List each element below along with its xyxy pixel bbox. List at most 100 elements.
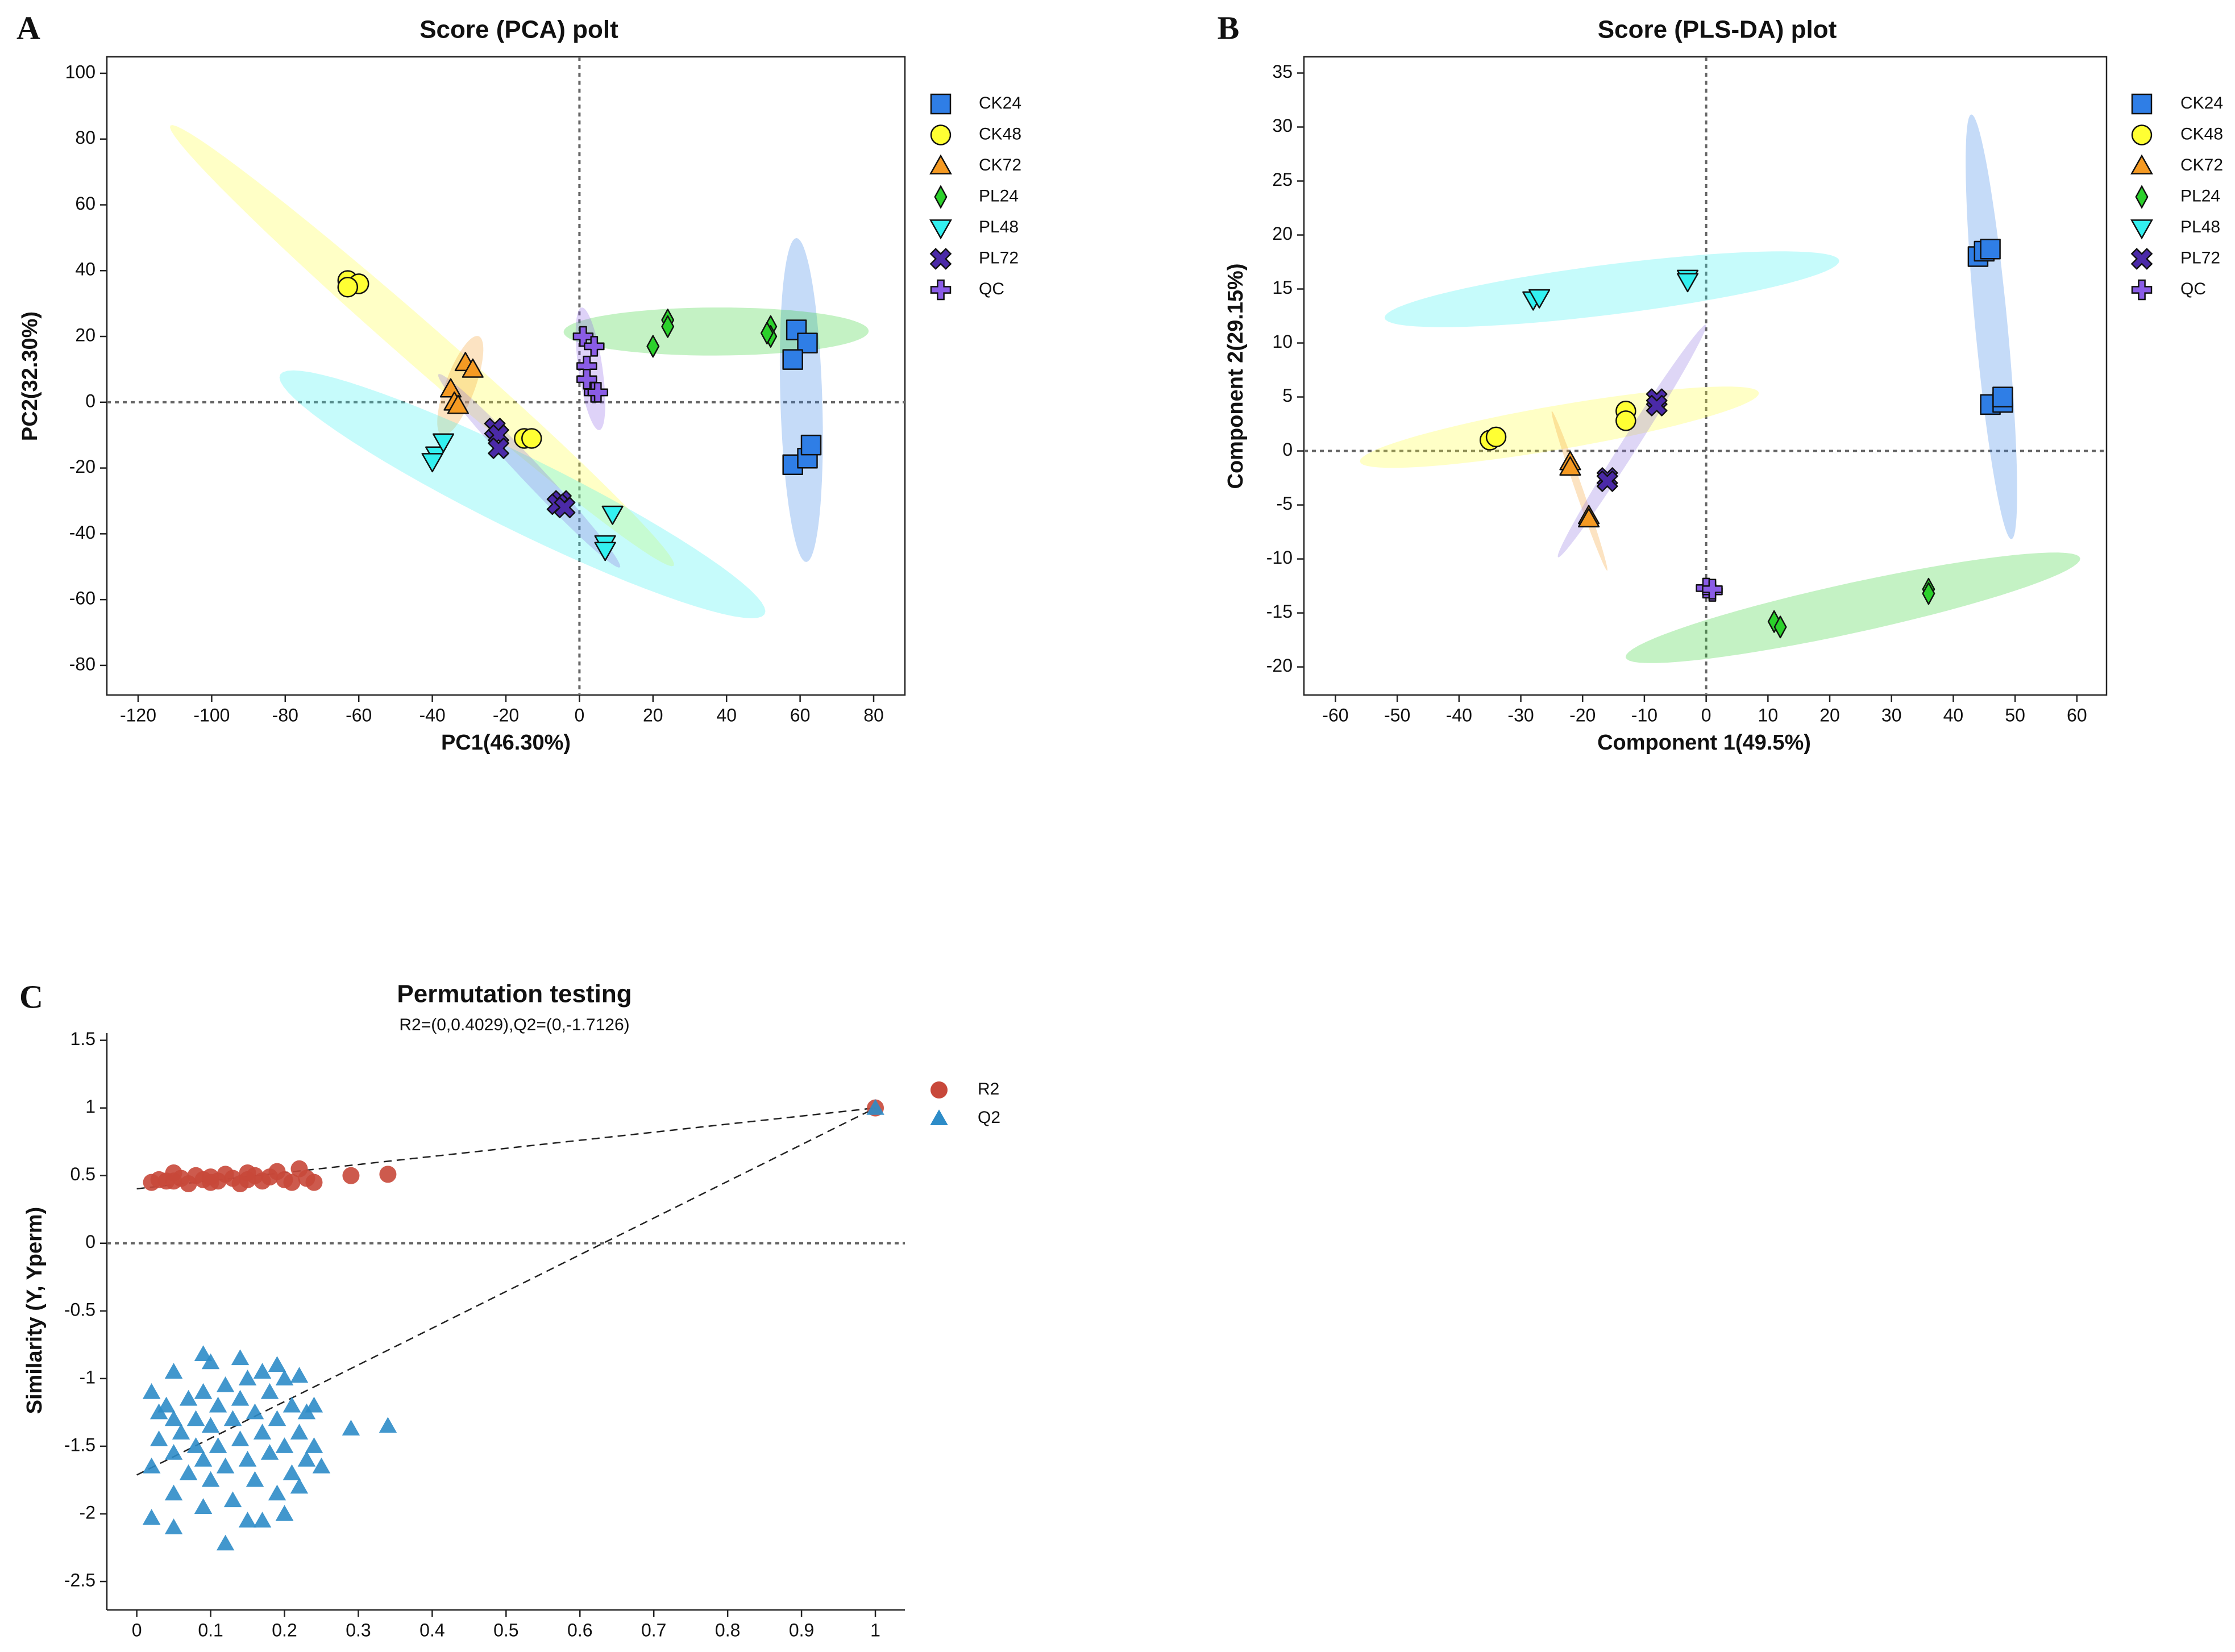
confidence-ellipse — [1551, 411, 1607, 571]
data-point — [164, 1444, 183, 1460]
y-tick-label: 0 — [1282, 439, 1293, 460]
y-axis-label: Similarity (Y, Yperm) — [23, 1207, 47, 1414]
x-axis-label: Component 1(49.5%) — [1597, 731, 1811, 755]
chart-title: Score (PCA) polt — [419, 16, 618, 44]
data-point — [290, 1424, 309, 1440]
data-point — [231, 1349, 250, 1366]
y-tick-label: -60 — [69, 588, 95, 609]
data-point — [246, 1403, 264, 1420]
y-axis-label: PC2(32.30%) — [18, 311, 42, 441]
data-point — [186, 1437, 205, 1453]
x-tick-label: 40 — [716, 705, 737, 725]
legend-label: PL72 — [979, 248, 1019, 267]
x-tick-label: -100 — [193, 705, 230, 725]
data-point — [268, 1356, 286, 1372]
data-point — [253, 1363, 272, 1379]
data-point — [1702, 579, 1723, 600]
data-point — [1596, 470, 1618, 492]
data-point — [1646, 394, 1668, 417]
data-point — [447, 394, 469, 414]
legend-marker — [2131, 279, 2153, 301]
legend-label: PL48 — [979, 218, 1019, 236]
y-tick-label: -20 — [1266, 655, 1293, 676]
data-point — [149, 1430, 168, 1446]
data-point — [782, 349, 803, 370]
data-point — [587, 382, 609, 403]
y-tick-label: 1 — [85, 1096, 95, 1117]
data-point — [253, 1424, 272, 1440]
legend-marker — [929, 154, 952, 174]
data-point — [238, 1370, 257, 1385]
data-point — [238, 1512, 257, 1528]
data-point — [216, 1534, 235, 1551]
confidence-ellipse — [779, 238, 823, 562]
data-point — [283, 1464, 301, 1480]
x-tick-label: 0.2 — [272, 1620, 297, 1640]
x-tick-label: 60 — [2067, 705, 2087, 725]
x-tick-label: 0.6 — [567, 1620, 592, 1640]
confidence-ellipse — [438, 374, 621, 568]
data-point — [164, 1518, 183, 1534]
data-point — [1578, 508, 1600, 528]
data-point — [594, 542, 616, 561]
panel-label: B — [1218, 9, 1240, 46]
confidence-ellipse — [1384, 251, 1839, 327]
data-point — [201, 1471, 220, 1487]
data-point — [312, 1457, 331, 1474]
x-tick-label: 20 — [1819, 705, 1840, 725]
x-tick-label: 40 — [1943, 705, 1964, 725]
data-point — [1980, 238, 2001, 260]
data-point — [305, 1396, 323, 1413]
data-point — [142, 1509, 161, 1525]
data-point — [1922, 582, 1935, 605]
data-point — [797, 332, 818, 353]
legend-label: PL72 — [2180, 248, 2220, 267]
data-point — [223, 1410, 242, 1426]
data-point — [268, 1484, 286, 1501]
x-tick-label: 50 — [2005, 705, 2025, 725]
y-tick-label: -1.5 — [64, 1434, 95, 1455]
x-tick-label: 30 — [1881, 705, 1902, 725]
y-tick-label: 60 — [75, 193, 95, 214]
legend-label: CK48 — [979, 124, 1021, 143]
y-tick-label: -0.5 — [64, 1299, 95, 1320]
data-point — [231, 1430, 250, 1446]
x-tick-label: 60 — [790, 705, 811, 725]
x-tick-label: -10 — [1631, 705, 1657, 725]
y-axis-label: Component 2(29.15%) — [1224, 264, 1248, 489]
y-tick-label: -10 — [1266, 547, 1293, 568]
panel-label: A — [16, 9, 40, 46]
data-point — [275, 1370, 294, 1385]
data-point — [379, 1166, 397, 1183]
data-point — [337, 276, 359, 298]
x-tick-label: -50 — [1384, 705, 1410, 725]
x-tick-label: -80 — [272, 705, 298, 725]
data-point — [1559, 456, 1581, 476]
legend-label: R2 — [978, 1080, 999, 1098]
y-tick-label: 100 — [65, 61, 95, 82]
data-point — [866, 1098, 884, 1115]
confidence-ellipse — [1625, 552, 2080, 663]
data-point — [305, 1174, 323, 1191]
chart-subtitle: R2=(0,0.4029),Q2=(0,-1.7126) — [399, 1016, 629, 1034]
data-point — [554, 497, 576, 518]
x-tick-label: -60 — [1322, 705, 1348, 725]
legend-label: PL24 — [2180, 186, 2220, 205]
x-tick-label: 1 — [870, 1620, 880, 1640]
data-point — [223, 1491, 242, 1508]
data-point — [760, 322, 774, 345]
data-point — [194, 1451, 213, 1467]
y-tick-label: -2 — [80, 1502, 95, 1522]
y-tick-label: 5 — [1282, 385, 1293, 406]
data-point — [290, 1367, 309, 1383]
legend-marker — [2130, 248, 2153, 270]
data-point — [194, 1383, 213, 1399]
x-tick-label: 0.7 — [641, 1620, 666, 1640]
data-point — [601, 505, 624, 525]
y-tick-label: 30 — [1272, 115, 1293, 136]
x-tick-label: 80 — [863, 705, 884, 725]
y-tick-label: 1.5 — [70, 1029, 95, 1049]
data-point — [462, 358, 484, 378]
data-point — [201, 1353, 220, 1370]
